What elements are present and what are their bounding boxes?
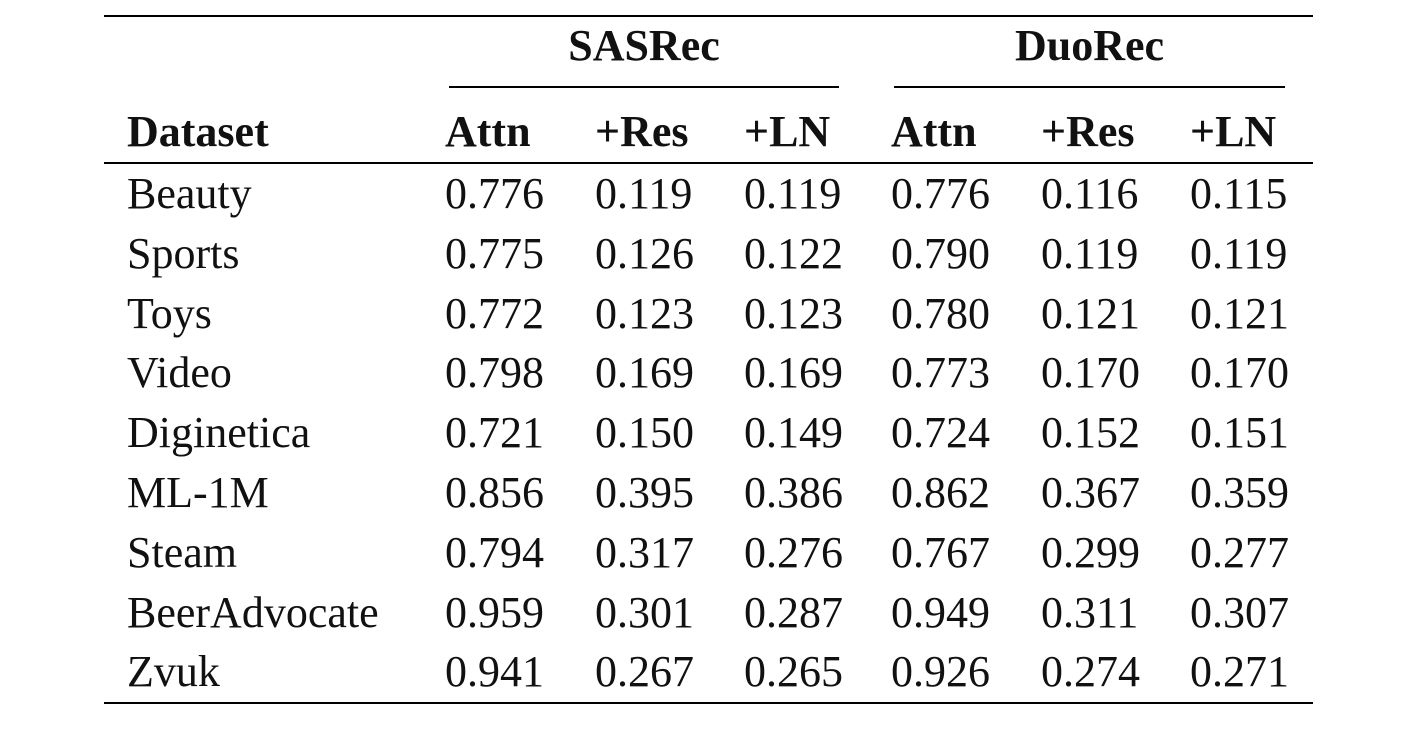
- cell-duorec-res: 0.274: [1041, 647, 1140, 697]
- cell-sasrec-res: 0.126: [595, 228, 694, 278]
- cell-sasrec-attn: 0.798: [445, 348, 544, 398]
- cell-sasrec-ln: 0.123: [744, 288, 843, 338]
- cell-duorec-ln: 0.170: [1190, 348, 1289, 398]
- column-header-duorec-attn: Attn: [891, 107, 977, 156]
- column-header-duorec-ln: +LN: [1190, 107, 1277, 156]
- cell-sasrec-ln: 0.386: [744, 468, 843, 517]
- bottom-rule: [104, 702, 1313, 704]
- cell-sasrec-attn: 0.959: [445, 587, 544, 637]
- cell-sasrec-res: 0.123: [595, 288, 694, 338]
- cell-duorec-attn: 0.949: [891, 587, 990, 637]
- group-header-duorec: DuoRec: [1014, 21, 1165, 70]
- cell-duorec-res: 0.311: [1041, 587, 1139, 637]
- row-dataset-name: Zvuk: [127, 647, 220, 697]
- cell-sasrec-ln: 0.149: [744, 408, 843, 458]
- cell-duorec-ln: 0.307: [1190, 587, 1289, 637]
- header-rule: [104, 162, 1313, 164]
- cell-duorec-attn: 0.862: [891, 468, 990, 517]
- column-header-sasrec-ln: +LN: [744, 107, 831, 156]
- cell-sasrec-res: 0.395: [595, 468, 694, 517]
- cell-duorec-attn: 0.780: [891, 288, 990, 338]
- cell-duorec-ln: 0.277: [1190, 527, 1289, 577]
- row-dataset-name: Steam: [127, 527, 237, 577]
- cell-duorec-attn: 0.767: [891, 527, 990, 577]
- cell-duorec-ln: 0.119: [1190, 228, 1288, 278]
- cell-sasrec-res: 0.267: [595, 647, 694, 697]
- cell-duorec-res: 0.121: [1041, 288, 1140, 338]
- cell-sasrec-res: 0.119: [595, 169, 693, 218]
- cell-duorec-attn: 0.790: [891, 228, 990, 278]
- cell-sasrec-res: 0.317: [595, 527, 694, 577]
- cell-duorec-res: 0.367: [1041, 468, 1140, 517]
- cell-sasrec-ln: 0.119: [744, 169, 842, 218]
- cell-sasrec-attn: 0.794: [445, 527, 544, 577]
- row-dataset-name: Toys: [127, 288, 212, 338]
- cell-duorec-attn: 0.773: [891, 348, 990, 398]
- cell-duorec-attn: 0.926: [891, 647, 990, 697]
- cell-sasrec-res: 0.301: [595, 587, 694, 637]
- cell-sasrec-attn: 0.941: [445, 647, 544, 697]
- group-rule-duorec: [894, 86, 1285, 88]
- row-dataset-name: Beauty: [127, 169, 252, 218]
- cell-duorec-ln: 0.121: [1190, 288, 1289, 338]
- cell-sasrec-attn: 0.776: [445, 169, 544, 218]
- cell-duorec-res: 0.170: [1041, 348, 1140, 398]
- cell-duorec-ln: 0.271: [1190, 647, 1289, 697]
- column-header-duorec-res: +Res: [1041, 107, 1135, 156]
- cell-sasrec-ln: 0.276: [744, 527, 843, 577]
- row-dataset-name: Diginetica: [127, 408, 311, 458]
- cell-duorec-res: 0.119: [1041, 228, 1139, 278]
- cell-duorec-attn: 0.776: [891, 169, 990, 218]
- row-dataset-name: BeerAdvocate: [127, 587, 379, 637]
- row-dataset-name: ML-1M: [127, 468, 269, 517]
- cell-sasrec-ln: 0.169: [744, 348, 843, 398]
- cell-sasrec-ln: 0.265: [744, 647, 843, 697]
- row-dataset-name: Sports: [127, 228, 240, 278]
- column-header-sasrec-res: +Res: [595, 107, 689, 156]
- cell-sasrec-res: 0.169: [595, 348, 694, 398]
- cell-sasrec-res: 0.150: [595, 408, 694, 458]
- cell-sasrec-attn: 0.772: [445, 288, 544, 338]
- cell-duorec-ln: 0.115: [1190, 169, 1288, 218]
- column-header-dataset: Dataset: [127, 107, 269, 156]
- cell-duorec-attn: 0.724: [891, 408, 990, 458]
- cell-sasrec-attn: 0.775: [445, 228, 544, 278]
- cell-duorec-res: 0.152: [1041, 408, 1140, 458]
- group-rule-sasrec: [449, 86, 839, 88]
- group-header-sasrec: SASRec: [568, 21, 720, 70]
- top-rule: [104, 15, 1313, 17]
- cell-duorec-ln: 0.151: [1190, 408, 1289, 458]
- cell-duorec-ln: 0.359: [1190, 468, 1289, 517]
- cell-sasrec-ln: 0.287: [744, 587, 843, 637]
- cell-duorec-res: 0.116: [1041, 169, 1139, 218]
- cell-duorec-res: 0.299: [1041, 527, 1140, 577]
- cell-sasrec-attn: 0.721: [445, 408, 544, 458]
- column-header-sasrec-attn: Attn: [445, 107, 531, 156]
- cell-sasrec-attn: 0.856: [445, 468, 544, 517]
- row-dataset-name: Video: [127, 348, 232, 398]
- cell-sasrec-ln: 0.122: [744, 228, 843, 278]
